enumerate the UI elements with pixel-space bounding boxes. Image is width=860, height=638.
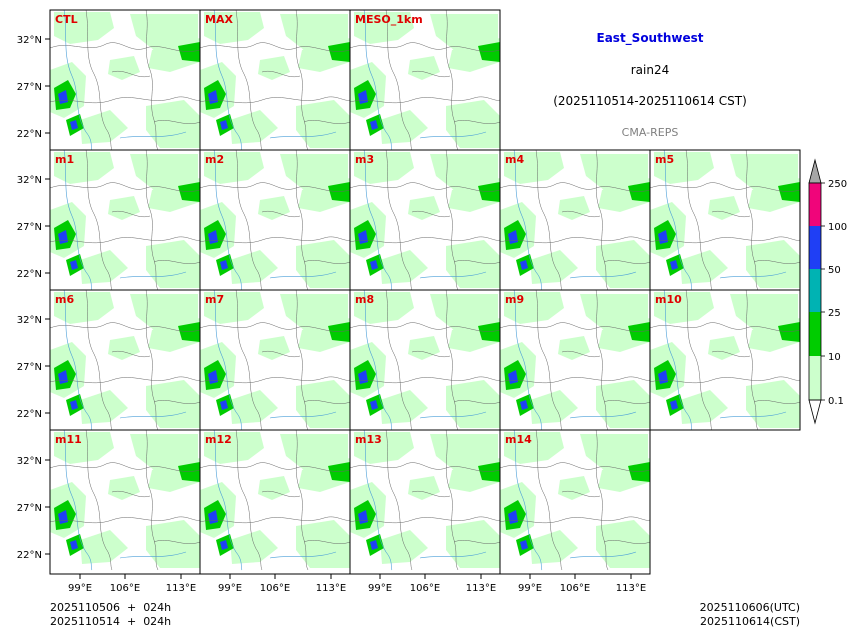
lat-tick-label: 27°N [17, 82, 42, 93]
map-panel-m6: m6 [49, 289, 201, 431]
map-panel-m3: m3 [349, 149, 501, 291]
region-title: East_Southwest [597, 31, 704, 46]
lon-tick-label: 106°E [110, 583, 140, 594]
lat-tick-label: 22°N [17, 129, 42, 140]
panel-label: MAX [205, 13, 233, 26]
init-time-line2: 2025110514 + 024h [50, 615, 171, 628]
variable-title: rain24 [631, 63, 670, 77]
panel-label: m2 [205, 153, 224, 166]
map-panel-max: MAX [199, 9, 351, 151]
lat-tick-label: 22°N [17, 409, 42, 420]
panel-label: m7 [205, 293, 224, 306]
precipitation-colorbar: 250 100 50 25 10 0.1 [808, 158, 847, 425]
panel-label: m5 [655, 153, 674, 166]
lon-tick-label: 99°E [368, 583, 392, 594]
latitude-axis: 32°N 27°N 22°N 32°N 27°N 22°N 32°N 27°N … [17, 35, 50, 561]
map-panel-m2: m2 [199, 149, 351, 291]
colorbar-label-0.1: 0.1 [828, 396, 844, 407]
lon-tick-label: 113°E [466, 583, 496, 594]
longitude-axis: 99°E 106°E 113°E 99°E 106°E 113°E 99°E 1… [68, 574, 646, 594]
panel-label: m6 [55, 293, 74, 306]
map-panel-m4: m4 [499, 149, 651, 291]
colorbar-segment-25-50 [809, 269, 821, 312]
panel-label: m9 [505, 293, 524, 306]
colorbar-segment-50-100 [809, 226, 821, 269]
lat-tick-label: 27°N [17, 362, 42, 373]
lat-tick-label: 32°N [17, 456, 42, 467]
map-panel-m7: m7 [199, 289, 351, 431]
colorbar-label-100: 100 [828, 222, 847, 233]
lat-tick-label: 27°N [17, 222, 42, 233]
lon-tick-label: 99°E [68, 583, 92, 594]
lon-tick-label: 113°E [166, 583, 196, 594]
map-panel-m11: m11 [49, 429, 201, 575]
colorbar-label-250: 250 [828, 179, 847, 190]
system-title: CMA-REPS [622, 126, 679, 139]
lon-tick-label: 99°E [218, 583, 242, 594]
panel-label: MESO_1km [355, 13, 423, 26]
colorbar-label-25: 25 [828, 308, 841, 319]
colorbar-labels: 250 100 50 25 10 0.1 [821, 179, 847, 407]
colorbar-min-extension [808, 399, 822, 425]
panel-label: m11 [55, 433, 82, 446]
valid-time-utc: 2025110606(UTC) [700, 601, 800, 614]
lat-tick-label: 22°N [17, 550, 42, 561]
colorbar-segment-100-250 [809, 183, 821, 226]
lon-tick-label: 106°E [560, 583, 590, 594]
colorbar-segment-0.1-10 [809, 356, 821, 400]
colorbar-segment-10-25 [809, 312, 821, 356]
lon-tick-label: 113°E [616, 583, 646, 594]
panel-label: m8 [355, 293, 374, 306]
map-panel-meso-1km: MESO_1km [349, 9, 501, 151]
lat-tick-label: 32°N [17, 35, 42, 46]
map-panel-ctl: CTL [49, 9, 201, 151]
lat-tick-label: 32°N [17, 175, 42, 186]
footer: 2025110506 + 024h 2025110514 + 024h 2025… [50, 601, 800, 628]
panel-label: m1 [55, 153, 74, 166]
lon-tick-label: 99°E [518, 583, 542, 594]
map-panel-m5: m5 [649, 149, 801, 291]
lat-tick-label: 27°N [17, 503, 42, 514]
map-panel-m14: m14 [499, 429, 651, 575]
title-block: East_Southwest rain24 (2025110514-202511… [553, 31, 747, 139]
map-panel-m1: m1 [49, 149, 201, 291]
valid-time-cst: 2025110614(CST) [700, 615, 800, 628]
map-panel-m10: m10 [649, 289, 801, 431]
panel-label: m13 [355, 433, 382, 446]
map-panel-m13: m13 [349, 429, 501, 575]
period-title: (2025110514-2025110614 CST) [553, 94, 747, 108]
lon-tick-label: 106°E [410, 583, 440, 594]
map-panel-m12: m12 [199, 429, 351, 575]
init-time-line1: 2025110506 + 024h [50, 601, 171, 614]
map-panel-m9: m9 [499, 289, 651, 431]
map-panel-m8: m8 [349, 289, 501, 431]
lon-tick-label: 113°E [316, 583, 346, 594]
colorbar-max-extension [808, 158, 822, 184]
panel-label: m10 [655, 293, 682, 306]
colorbar-label-10: 10 [828, 352, 841, 363]
panel-label: m3 [355, 153, 374, 166]
panel-label: CTL [55, 13, 78, 26]
panel-label: m4 [505, 153, 524, 166]
panel-label: m14 [505, 433, 532, 446]
lon-tick-label: 106°E [260, 583, 290, 594]
panel-label: m12 [205, 433, 232, 446]
colorbar-label-50: 50 [828, 265, 841, 276]
lat-tick-label: 22°N [17, 269, 42, 280]
lat-tick-label: 32°N [17, 315, 42, 326]
